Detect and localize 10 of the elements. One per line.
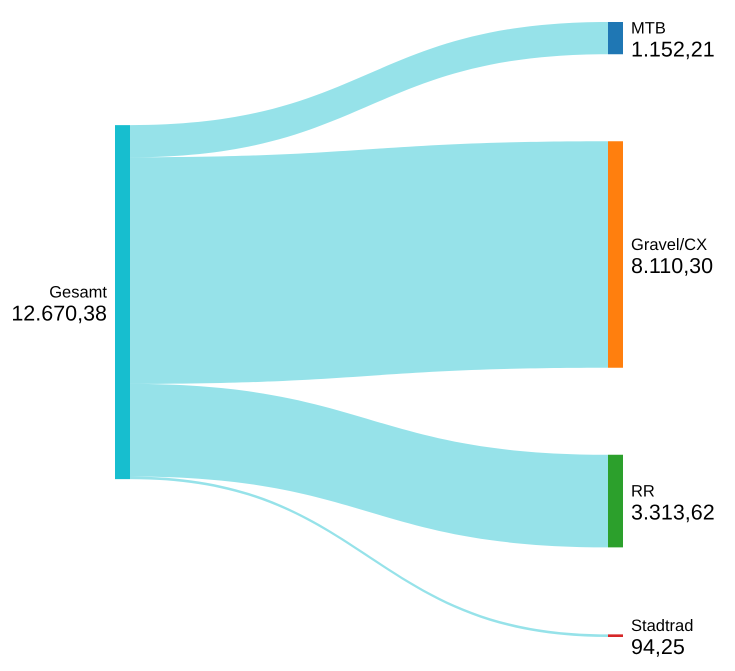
- category-label: Stadtrad: [631, 617, 694, 636]
- data-label: 1.152,21: [631, 38, 715, 62]
- category-label: Gesamt: [49, 284, 108, 302]
- data-label: 94,25: [631, 635, 685, 660]
- category-label: MTB: [631, 20, 666, 38]
- category-label: Gravel/CX: [631, 236, 708, 254]
- data-label: 8.110,30: [631, 254, 714, 278]
- data-label: 12.670,38: [11, 302, 108, 326]
- data-label: 3.313,62: [631, 500, 715, 525]
- category-label: RR: [631, 482, 655, 501]
